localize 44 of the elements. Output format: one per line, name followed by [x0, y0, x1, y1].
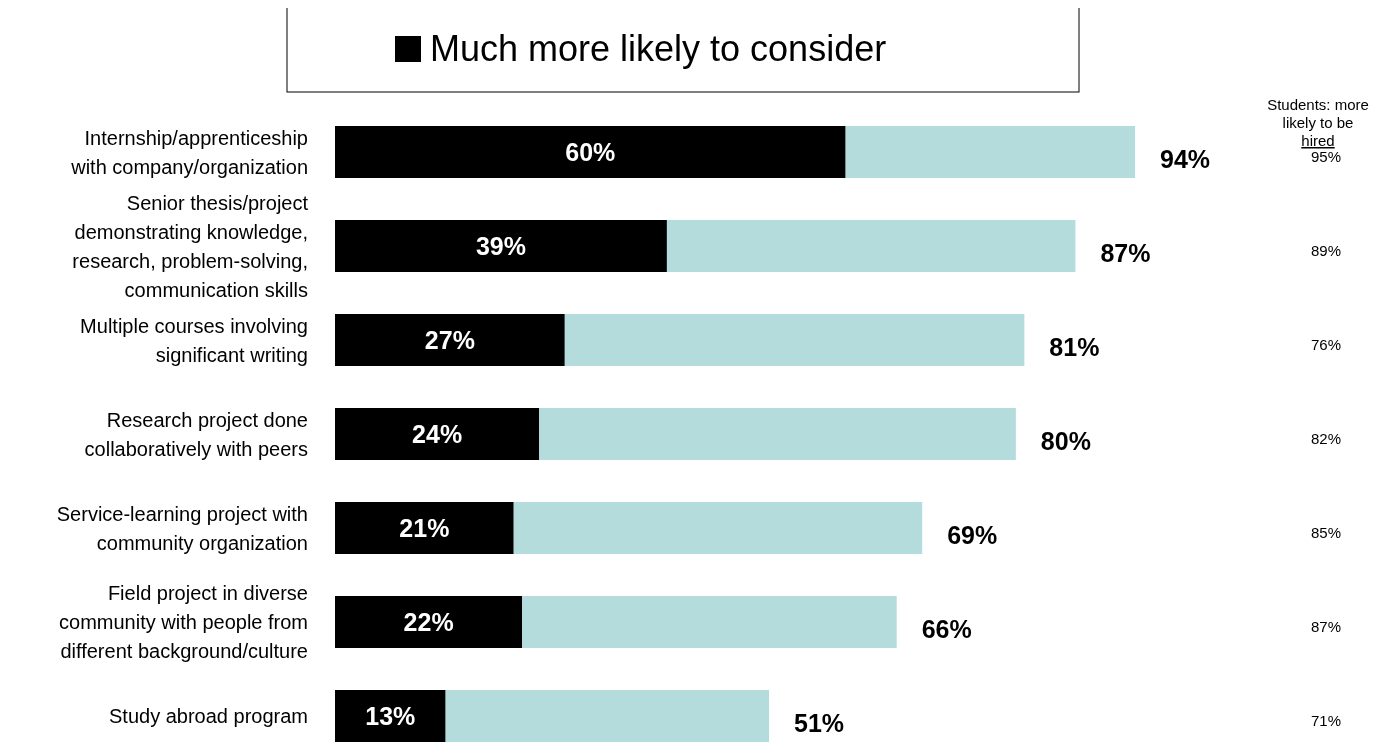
bar: [335, 596, 523, 648]
text: Students: more likely to be hired: [1267, 96, 1369, 149]
data-label: 60%: [565, 138, 616, 166]
text: 89%: [1310, 242, 1342, 259]
legend-label: Much more likely to consider: [430, 28, 887, 69]
bar: [335, 408, 540, 460]
bar: [335, 126, 846, 178]
text: 95%: [1310, 148, 1342, 165]
total-label: 94%: [1160, 145, 1211, 173]
bar: [564, 314, 1025, 366]
data-label: 39%: [475, 232, 526, 260]
bar: [335, 690, 446, 742]
bar: [666, 220, 1076, 272]
bar: [522, 596, 897, 648]
y-tick-label: Field project in diverse community with people from different background/culture: [59, 582, 308, 662]
y-tick-label: Research project done collaboratively with peers: [84, 408, 308, 460]
total-label: 80%: [1040, 427, 1091, 455]
total-label: 87%: [1100, 239, 1151, 267]
y-tick-label: Multiple courses involving significant writing: [80, 314, 308, 366]
bar: [445, 690, 770, 742]
y-tick-label: Senior thesis/project demonstrating knowledge, research, problem-solving, communication skills: [72, 191, 309, 301]
text: 71%: [1310, 712, 1342, 729]
text: 87%: [1310, 618, 1342, 635]
bar: [539, 408, 1016, 460]
bar: [845, 126, 1135, 178]
bar: [335, 502, 514, 554]
y-tick-label: Study abroad program: [108, 705, 308, 727]
y-tick-label: Internship/apprenticeship with company/organization: [70, 126, 308, 178]
text: 76%: [1310, 336, 1342, 353]
bar: [335, 220, 667, 272]
text: 82%: [1310, 430, 1342, 447]
data-label: 13%: [365, 702, 416, 730]
total-label: 69%: [947, 521, 998, 549]
bar: [335, 314, 565, 366]
data-label: 27%: [424, 326, 475, 354]
data-label: 24%: [412, 420, 463, 448]
data-label: 21%: [399, 514, 450, 542]
data-label: 22%: [403, 608, 454, 636]
bar: [513, 502, 923, 554]
total-label: 66%: [921, 615, 972, 643]
text: 85%: [1310, 524, 1342, 541]
total-label: 81%: [1049, 333, 1100, 361]
y-tick-label: Service-learning project with community organization: [56, 502, 308, 554]
total-label: 51%: [794, 709, 845, 737]
